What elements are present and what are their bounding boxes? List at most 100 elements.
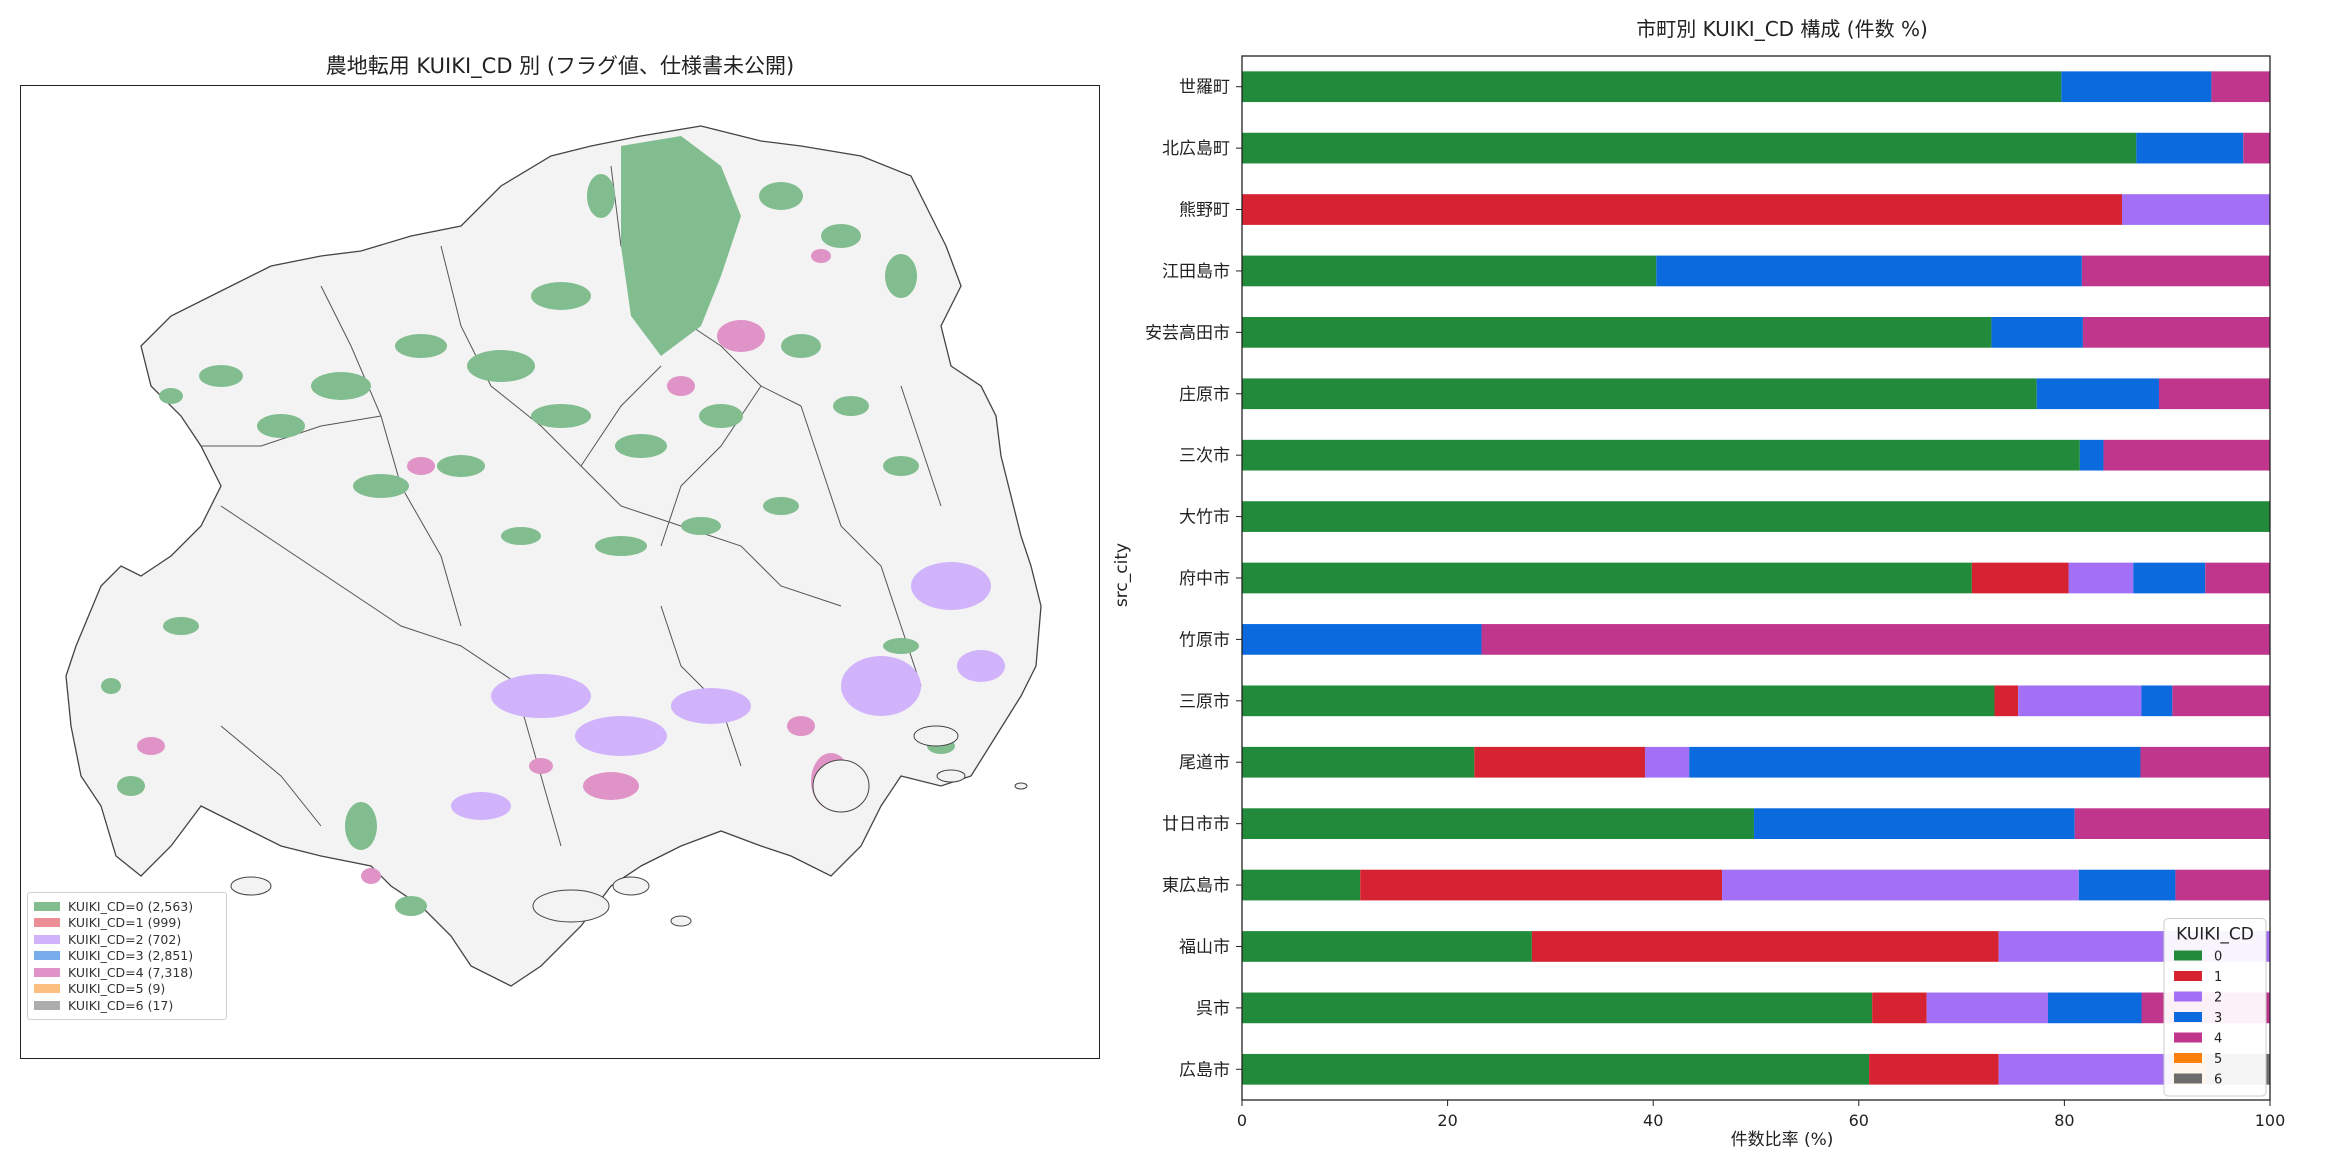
legend-label: 5 <box>2214 1052 2222 1067</box>
legend-item: KUIKI_CD=2 (702) <box>34 931 220 948</box>
bar-segment <box>1722 869 2079 901</box>
legend-swatch <box>2174 950 2202 961</box>
bar-segment <box>2211 71 2270 103</box>
bar-segment <box>1926 992 2048 1024</box>
bar-segment <box>1242 255 1657 287</box>
y-tick-label: 廿日市市 <box>1162 815 1230 835</box>
bar-segment <box>2078 869 2176 901</box>
bar-segment <box>2175 869 2270 901</box>
stacked-bar-chart: 市町別 KUIKI_CD 構成 (件数 %) src_city 件数比率 (%)… <box>1112 17 2285 1150</box>
bar-segment <box>1242 317 1992 348</box>
y-tick-label: 三次市 <box>1179 446 1230 466</box>
legend-label: KUIKI_CD=1 (999) <box>68 915 182 931</box>
bar-segment <box>2243 132 2270 164</box>
y-tick-label: 竹原市 <box>1179 630 1230 650</box>
bar-segment <box>2018 685 2142 717</box>
y-tick-label: 庄原市 <box>1179 385 1230 405</box>
legend-swatch <box>2174 1012 2202 1022</box>
x-tick-label: 40 <box>1643 1111 1663 1130</box>
bar-segment <box>1971 562 2069 594</box>
bar-segment <box>1481 624 2270 655</box>
bar-segment <box>2133 562 2206 594</box>
legend-label: KUIKI_CD=5 (9) <box>68 981 166 997</box>
bar-segment <box>1242 808 1754 839</box>
bar-segment <box>1242 746 1475 778</box>
legend-swatch <box>2174 991 2202 1002</box>
bar-segment <box>1531 931 1999 962</box>
legend-frame <box>2163 918 2267 1097</box>
legend-label: KUIKI_CD=2 (702) <box>68 931 182 947</box>
bar-segment <box>2068 562 2134 594</box>
bar-segment <box>2074 808 2270 839</box>
legend-title: KUIKI_CD <box>2176 925 2254 945</box>
y-tick-label: 大竹市 <box>1179 508 1230 528</box>
legend-label: KUIKI_CD=4 (7,318) <box>68 964 194 980</box>
legend-swatch <box>34 918 60 928</box>
prefecture-outline <box>65 125 1042 987</box>
bar-segment <box>1689 746 2141 778</box>
legend-item: KUIKI_CD=4 (7,318) <box>34 964 220 981</box>
bar-segment <box>1242 931 1532 962</box>
bar-segment <box>1242 439 2080 471</box>
bar-segment <box>1869 1053 1999 1085</box>
bar-segment <box>1242 562 1972 594</box>
y-tick-label: 府中市 <box>1179 569 1230 589</box>
bar-segment <box>1360 869 1723 901</box>
legend-item: KUIKI_CD=5 (9) <box>34 981 220 998</box>
bar-segment <box>1242 71 2062 103</box>
bar-segment <box>1242 869 1361 901</box>
legend-label: 0 <box>2214 950 2222 965</box>
x-tick-label: 20 <box>1437 1111 1457 1130</box>
bar-segment <box>2081 255 2270 287</box>
bar-segment <box>1998 1053 2173 1085</box>
bar-segment <box>1242 685 1995 717</box>
legend-item: KUIKI_CD=1 (999) <box>34 915 220 932</box>
x-tick-label: 0 <box>1237 1111 1247 1130</box>
kuiki-2-patches <box>451 562 1005 820</box>
chart-title: 市町別 KUIKI_CD 構成 (件数 %) <box>1636 17 1928 41</box>
chart-legend: KUIKI_CD 0 1 2 3 4 5 6 <box>2163 918 2267 1097</box>
bar-segment <box>1644 746 1690 778</box>
bar-segment <box>2047 992 2142 1024</box>
bar-segment <box>2205 562 2270 594</box>
x-axis-label: 件数比率 (%) <box>1731 1130 1834 1150</box>
legend-label: KUIKI_CD=0 (2,563) <box>68 898 194 914</box>
x-ticks: 0 20 40 60 80 100 <box>1237 1100 2285 1130</box>
map-frame: KUIKI_CD=0 (2,563) KUIKI_CD=1 (999) KUIK… <box>20 85 1100 1059</box>
bar-segment <box>1872 992 1927 1024</box>
bar-segment <box>2061 71 2212 103</box>
bar-segment <box>2136 132 2244 164</box>
map-title: 農地転用 KUIKI_CD 別 (フラグ値、仕様書未公開) <box>325 54 795 78</box>
legend-swatch <box>34 901 60 911</box>
bar-segment <box>1242 624 1482 655</box>
legend-swatch <box>34 967 60 977</box>
bar-segment <box>1242 992 1873 1024</box>
legend-swatch <box>34 984 60 994</box>
legend-item: KUIKI_CD=3 (2,851) <box>34 948 220 965</box>
legend-swatch <box>34 951 60 961</box>
legend-swatch <box>2174 1073 2202 1084</box>
y-tick-label: 北広島町 <box>1162 139 1230 159</box>
bar-segment <box>1994 685 2019 717</box>
bar-segment <box>1474 746 1645 778</box>
legend-label: 6 <box>2214 1073 2222 1088</box>
y-tick-label: 世羅町 <box>1179 78 1230 98</box>
bar-segment <box>2172 685 2270 717</box>
y-tick-label: 熊野町 <box>1179 201 1230 221</box>
bar-segment <box>1242 1053 1870 1085</box>
bar-segment <box>1242 501 2270 532</box>
bar-segment <box>2140 746 2270 778</box>
bar-segment <box>1753 808 2075 839</box>
x-tick-label: 80 <box>2054 1111 2074 1130</box>
legend-label: 3 <box>2214 1011 2222 1026</box>
x-tick-label: 60 <box>1849 1111 1869 1130</box>
y-tick-label: 安芸高田市 <box>1145 323 1230 343</box>
y-tick-label: 福山市 <box>1179 937 1230 957</box>
legend-item: KUIKI_CD=6 (17) <box>34 997 220 1014</box>
x-tick-label: 100 <box>2255 1111 2286 1130</box>
map-panel: 農地転用 KUIKI_CD 別 (フラグ値、仕様書未公開) <box>0 0 1110 1170</box>
bar-segment <box>2141 685 2173 717</box>
bar-segment <box>1656 255 2082 287</box>
map-legend: KUIKI_CD=0 (2,563) KUIKI_CD=1 (999) KUIK… <box>27 892 227 1020</box>
bar-segment <box>2082 317 2270 348</box>
